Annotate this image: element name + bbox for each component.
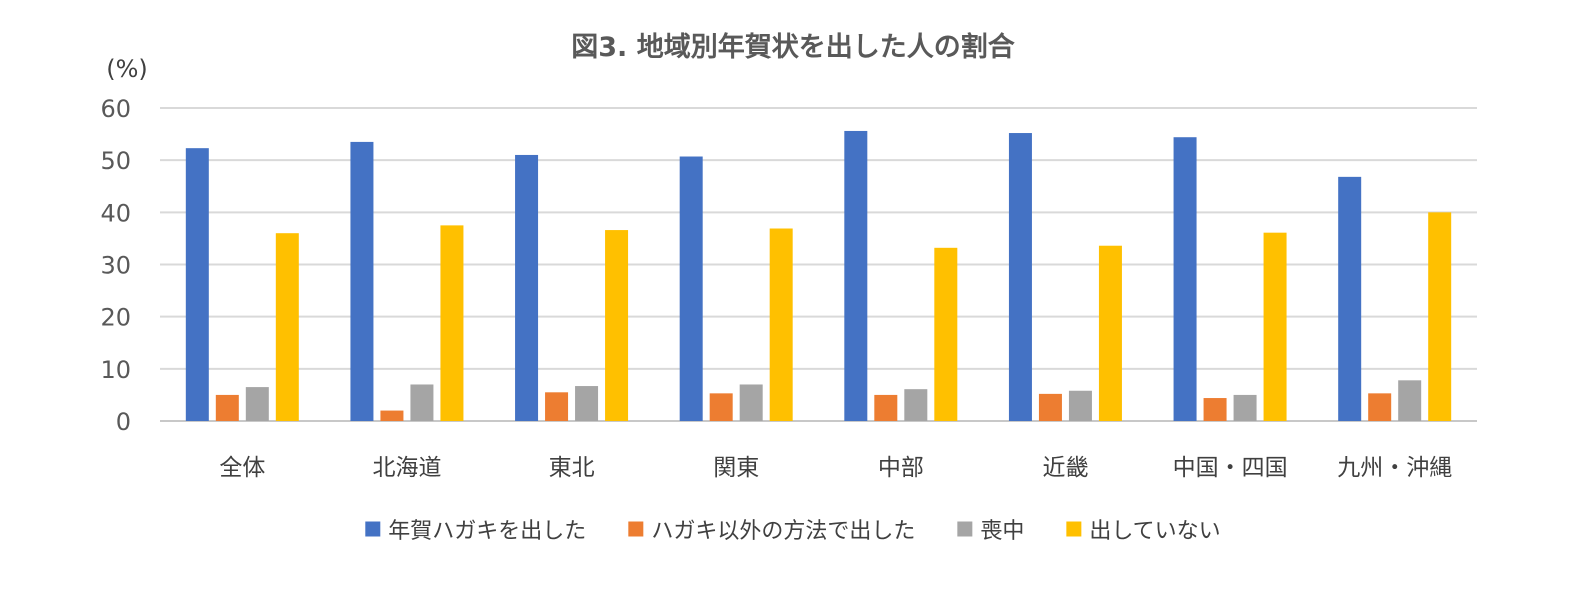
y-tick-label: 20 [100, 304, 131, 332]
legend-label: 年賀ハガキを出した [388, 519, 586, 544]
bar-3-1 [245, 387, 269, 421]
bar-1-8 [1338, 176, 1362, 421]
bar-4-5 [934, 247, 958, 421]
y-tick-label: 30 [100, 252, 131, 280]
bar-3-5 [904, 389, 928, 421]
y-tick-label: 0 [116, 408, 131, 436]
bar-3-7 [1233, 394, 1257, 421]
bar-3-8 [1398, 380, 1422, 421]
bar-4-6 [1098, 245, 1122, 421]
bar-4-1 [275, 233, 299, 421]
legend-label: 出していない [1089, 519, 1220, 544]
bar-1-1 [185, 148, 209, 421]
bar-2-4 [709, 393, 733, 421]
y-axis-ticks: 0 10 20 30 40 50 60 [100, 95, 131, 436]
bar-2-3 [545, 392, 569, 421]
bar-2-2 [380, 410, 404, 421]
bar-4-7 [1263, 232, 1287, 421]
bar-1-4 [679, 156, 703, 421]
x-tick-label: 関東 [713, 455, 759, 481]
legend-item-4: 出していない [1066, 519, 1221, 544]
x-tick-label: 中部 [878, 455, 924, 481]
bar-3-6 [1068, 390, 1092, 421]
x-tick-label: 東北 [549, 455, 595, 481]
bar-3-4 [739, 384, 763, 421]
legend-swatch [957, 521, 973, 537]
bar-4-2 [440, 225, 464, 421]
bar-4-3 [605, 230, 629, 421]
bar-2-5 [874, 394, 898, 421]
legend-swatch [365, 521, 381, 537]
bar-1-6 [1008, 133, 1032, 422]
bar-3-2 [410, 384, 434, 421]
legend-swatch [1066, 521, 1082, 537]
bar-4-4 [769, 228, 793, 421]
legend-label: 喪中 [980, 519, 1024, 544]
y-axis-unit-label: (%) [106, 55, 148, 83]
x-tick-label: 近畿 [1042, 455, 1088, 481]
x-tick-label: 九州・沖縄 [1337, 455, 1452, 481]
legend: 年賀ハガキを出した ハガキ以外の方法で出した 喪中 出していない [365, 519, 1221, 544]
x-tick-label: 中国・四国 [1173, 455, 1288, 481]
bars [185, 130, 1452, 422]
bar-2-7 [1203, 398, 1227, 421]
bar-2-6 [1038, 393, 1062, 421]
y-tick-label: 10 [100, 356, 131, 384]
bar-1-7 [1173, 137, 1197, 422]
bar-1-2 [350, 141, 374, 422]
bar-1-5 [844, 130, 868, 421]
gridlines [160, 107, 1477, 422]
y-tick-label: 60 [100, 95, 131, 123]
legend-item-1: 年賀ハガキを出した [365, 519, 586, 544]
y-tick-label: 50 [100, 147, 131, 175]
bar-3-3 [575, 386, 599, 421]
legend-swatch [628, 521, 644, 537]
legend-item-2: ハガキ以外の方法で出した [628, 519, 915, 544]
legend-label: ハガキ以外の方法で出した [651, 519, 915, 544]
bar-1-3 [515, 154, 539, 421]
legend-item-3: 喪中 [957, 519, 1024, 544]
chart-title: 図3. 地域別年賀状を出した人の割合 [571, 31, 1014, 63]
y-tick-label: 40 [100, 199, 131, 227]
bar-2-8 [1368, 393, 1392, 421]
x-axis-ticks: 全体 北海道 東北 関東 中部 近畿 中国・四国 九州・沖縄 [219, 455, 1452, 481]
x-tick-label: 全体 [219, 455, 265, 481]
x-tick-label: 北海道 [372, 455, 441, 481]
bar-2-1 [215, 394, 239, 421]
bar-4-8 [1428, 212, 1452, 421]
